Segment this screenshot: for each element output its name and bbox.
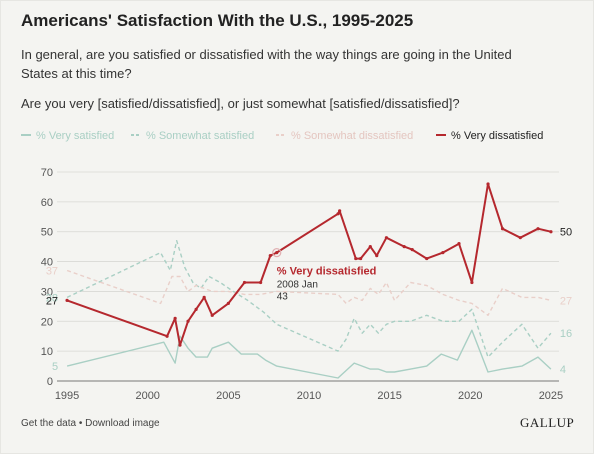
legend-item[interactable]: % Somewhat dissatisfied xyxy=(276,130,413,142)
data-point[interactable] xyxy=(425,256,429,261)
data-point[interactable] xyxy=(500,227,505,231)
series-start-label: 37 xyxy=(46,266,58,278)
legend[interactable]: % Very satisfied % Somewhat satisfied % So… xyxy=(21,130,543,142)
data-point[interactable] xyxy=(384,236,389,240)
y-tick-label: 30 xyxy=(41,286,53,298)
gallup-logo: GALLUP xyxy=(520,415,575,430)
y-tick-label: 50 xyxy=(41,227,53,239)
x-tick-label: 2015 xyxy=(377,390,401,402)
data-point[interactable] xyxy=(336,212,340,216)
annotation-value: 43 xyxy=(277,292,289,303)
data-point[interactable] xyxy=(549,230,553,234)
y-tick-label: 40 xyxy=(41,257,53,269)
series-lines xyxy=(65,182,553,379)
x-tick-label: 2010 xyxy=(297,390,321,402)
legend-label: % Very satisfied xyxy=(36,130,114,142)
series-line xyxy=(66,269,552,316)
series-end-label: 50 xyxy=(560,227,572,239)
data-point[interactable] xyxy=(173,316,177,320)
data-point[interactable] xyxy=(178,343,182,347)
x-tick-label: 2000 xyxy=(135,390,159,402)
line-chart: % Very satisfied % Somewhat satisfied % So… xyxy=(21,130,572,402)
series-start-label: 28 xyxy=(46,292,58,304)
series-end-label: 4 xyxy=(560,364,566,376)
data-point[interactable] xyxy=(402,245,406,249)
data-point[interactable] xyxy=(375,254,379,258)
data-point[interactable] xyxy=(518,236,522,240)
chart-card: Americans' Satisfaction With the U.S., 1… xyxy=(0,0,594,454)
legend-item[interactable]: % Somewhat satisfied xyxy=(131,130,254,142)
legend-item[interactable]: % Very satisfied xyxy=(21,130,114,142)
question-text: In general, are you satisfied or dissati… xyxy=(21,47,512,81)
data-point[interactable] xyxy=(410,248,414,252)
legend-label: % Somewhat satisfied xyxy=(146,130,254,142)
annotation: % Very dissatisfied 2008 Jan 43 xyxy=(272,248,377,303)
data-point[interactable] xyxy=(359,256,363,261)
annotation-marker[interactable] xyxy=(272,248,282,258)
legend-label: % Somewhat dissatisfied xyxy=(291,130,413,142)
series-end-label: 16 xyxy=(560,328,572,340)
x-axis-labels: 1995 2000 2005 2010 2015 2020 2025 xyxy=(55,390,563,402)
series-line xyxy=(66,240,552,358)
y-tick-label: 60 xyxy=(41,197,53,209)
y-axis-labels: 0 10 20 30 40 50 60 70 xyxy=(41,167,53,388)
footer-separator: • xyxy=(76,418,86,429)
data-point[interactable] xyxy=(65,298,69,302)
data-point[interactable] xyxy=(268,254,272,258)
data-point[interactable] xyxy=(354,256,358,261)
x-tick-label: 2005 xyxy=(216,390,240,402)
legend-label: % Very dissatisfied xyxy=(451,130,543,142)
data-point[interactable] xyxy=(368,245,372,249)
question-subtext: Are you very [satisfied/dissatisfied], o… xyxy=(21,96,460,111)
series-start-label: 27 xyxy=(46,295,58,307)
data-point[interactable] xyxy=(202,295,206,299)
y-tick-label: 20 xyxy=(41,316,53,328)
data-point[interactable] xyxy=(275,251,279,255)
data-point[interactable] xyxy=(186,319,190,323)
series-start-label: 5 xyxy=(52,361,58,373)
get-data-link[interactable]: Get the data xyxy=(21,418,77,429)
x-tick-label: 2020 xyxy=(458,390,482,402)
series-end-label: 27 xyxy=(560,295,572,307)
x-tick-label: 1995 xyxy=(55,390,79,402)
y-tick-label: 70 xyxy=(41,167,53,179)
series-line xyxy=(66,329,552,379)
page-title: Americans' Satisfaction With the U.S., 1… xyxy=(21,11,414,30)
data-point[interactable] xyxy=(242,280,247,285)
data-point[interactable] xyxy=(536,227,540,231)
legend-item[interactable]: % Very dissatisfied xyxy=(436,130,543,142)
series-end-labels: 5 4 28 16 37 27 27 50 xyxy=(46,227,572,376)
x-tick-label: 2025 xyxy=(539,390,563,402)
data-point[interactable] xyxy=(165,334,169,338)
annotation-label: % Very dissatisfied xyxy=(277,266,377,278)
data-point[interactable] xyxy=(194,307,198,311)
y-tick-label: 0 xyxy=(47,376,53,388)
data-point[interactable] xyxy=(441,251,445,255)
data-point[interactable] xyxy=(338,209,342,213)
y-tick-label: 10 xyxy=(41,346,53,358)
footer-links: Get the data • Download image xyxy=(21,418,160,429)
download-image-link[interactable]: Download image xyxy=(85,418,160,429)
data-point[interactable] xyxy=(486,182,490,186)
data-point[interactable] xyxy=(457,242,461,246)
data-point[interactable] xyxy=(226,301,230,305)
data-point[interactable] xyxy=(210,313,214,317)
annotation-date: 2008 Jan xyxy=(277,280,318,291)
data-point[interactable] xyxy=(470,280,474,285)
data-point[interactable] xyxy=(259,280,263,285)
